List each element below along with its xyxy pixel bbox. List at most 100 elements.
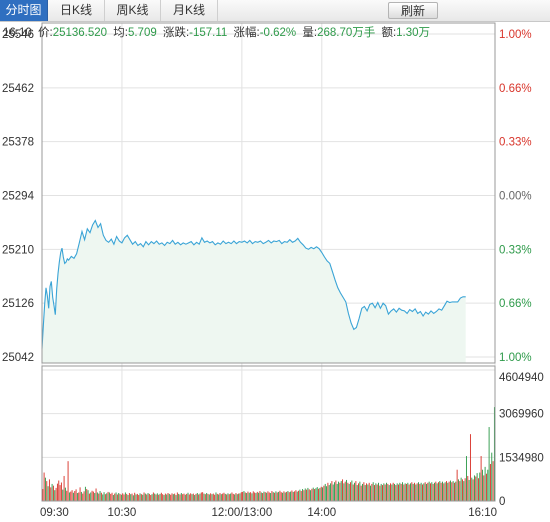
volume-bar <box>340 481 342 501</box>
volume-bar <box>247 491 249 501</box>
volume-bar <box>194 495 196 501</box>
price-tick-label: 25126 <box>2 298 34 310</box>
percent-tick-label: 0.33% <box>499 244 532 256</box>
volume-bar <box>79 487 81 501</box>
volume-bar <box>291 490 293 501</box>
refresh-button[interactable]: 刷新 <box>388 2 438 19</box>
tab-weekly-k[interactable]: 周K线 <box>105 0 161 21</box>
volume-bar <box>211 494 213 501</box>
info-time: 16:10 <box>3 27 32 39</box>
volume-bar <box>115 492 117 501</box>
volume-bar <box>426 483 427 501</box>
volume-bar <box>395 485 397 501</box>
volume-bar <box>448 481 450 501</box>
volume-bar <box>428 481 430 501</box>
volume-bar <box>469 434 471 501</box>
volume-bar <box>170 494 172 501</box>
volume-bar <box>72 492 74 501</box>
volume-bar <box>80 491 82 501</box>
info-change-label: 涨跌: <box>163 25 189 39</box>
volume-tick-label: 1534980 <box>499 452 544 464</box>
volume-bar <box>240 492 242 501</box>
volume-bar <box>92 491 94 501</box>
volume-bar <box>302 489 304 501</box>
volume-bar <box>295 490 297 501</box>
tab-daily-k[interactable]: 日K线 <box>48 0 105 21</box>
volume-bar <box>267 491 269 501</box>
volume-bar <box>238 493 240 501</box>
volume-bar <box>160 492 162 501</box>
volume-bar <box>336 483 338 501</box>
percent-tick-label: 0.33% <box>499 137 532 149</box>
volume-bar <box>407 482 409 501</box>
volume-bar <box>410 483 411 501</box>
volume-bar <box>414 482 415 501</box>
volume-bar <box>151 494 153 501</box>
volume-bar <box>183 493 185 501</box>
volume-bar <box>328 485 330 501</box>
info-volume-label: 量: <box>302 26 317 39</box>
volume-bar <box>432 483 434 501</box>
volume-bar <box>219 493 221 501</box>
price-area-fill <box>42 220 466 363</box>
volume-bar <box>210 493 212 501</box>
volume-bar <box>228 494 230 501</box>
volume-bar <box>71 490 73 501</box>
time-tick-label: 14:00 <box>307 507 336 519</box>
volume-bar <box>430 483 431 501</box>
volume-bar <box>59 485 61 501</box>
volume-bar <box>350 482 351 501</box>
volume-bar <box>191 494 193 501</box>
price-line <box>41 219 466 349</box>
volume-bar <box>82 493 84 501</box>
volume-bar <box>207 493 209 501</box>
volume-bar <box>332 484 334 501</box>
volume-bar <box>411 482 413 501</box>
tab-intraday[interactable]: 分时图 <box>0 0 48 21</box>
volume-bars <box>42 407 495 501</box>
tab-monthly-k[interactable]: 月K线 <box>161 0 218 21</box>
info-price: 25136.520 <box>53 27 107 39</box>
volume-bar <box>292 491 294 501</box>
volume-bar <box>100 492 102 501</box>
volume-bar <box>380 483 382 501</box>
volume-bar <box>460 477 462 501</box>
volume-bar <box>387 483 389 501</box>
volume-bar <box>172 494 174 501</box>
volume-bar <box>208 494 210 501</box>
volume-bar <box>200 492 202 501</box>
volume-bar <box>195 493 197 501</box>
volume-bar <box>403 484 405 501</box>
volume-bar <box>187 492 189 501</box>
volume-bar <box>175 495 177 501</box>
price-axis: 25546 25462 25378 25294 25210 25126 25042 <box>2 29 35 364</box>
volume-bar <box>152 492 154 501</box>
volume-bar <box>344 481 346 501</box>
volume-bar <box>224 493 226 501</box>
info-change: -157.11 <box>189 27 227 39</box>
volume-bar <box>214 494 216 501</box>
volume-bar <box>46 481 48 501</box>
volume-bar <box>52 485 54 501</box>
volume-panel-border <box>41 365 496 502</box>
volume-bar <box>338 481 340 501</box>
volume-bar <box>431 482 433 501</box>
volume-bar <box>64 487 66 501</box>
volume-bar <box>166 494 168 501</box>
volume-bar <box>461 479 463 501</box>
volume-bar <box>343 483 345 501</box>
percent-axis: 1.00% 0.66% 0.33% 0.00% 0.33% 0.66% 1.00% <box>499 29 532 364</box>
volume-bar <box>130 494 132 501</box>
volume-bar <box>216 493 218 501</box>
info-price-label: 价: <box>38 26 53 39</box>
volume-bar <box>280 492 282 501</box>
volume-bar <box>171 493 173 501</box>
tab-bar: 分时图 日K线 周K线 月K线 刷新 <box>0 0 550 22</box>
percent-tick-label: 1.00% <box>499 29 532 41</box>
volume-bar <box>222 493 224 501</box>
volume-bar <box>371 483 373 501</box>
volume-bar <box>481 469 483 501</box>
info-amount: 1.30万 <box>396 27 430 39</box>
volume-bar <box>452 481 454 501</box>
volume-bar <box>242 491 244 501</box>
